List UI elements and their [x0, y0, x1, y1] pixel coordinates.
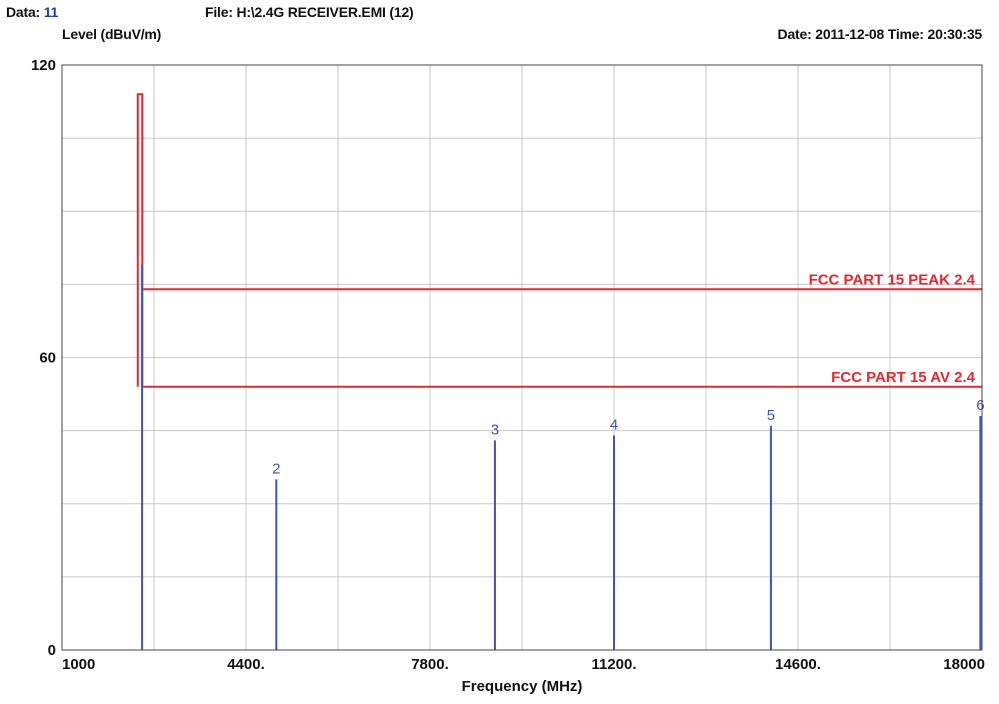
y-tick-label: 60: [39, 350, 56, 367]
limit-lines: FCC PART 15 PEAK 2.4 FCC PART 15 AV 2.4: [142, 271, 982, 388]
y-tick-label: 120: [31, 57, 56, 74]
file-name: File: H:\2.4G RECEIVER.EMI (12): [205, 4, 414, 20]
date-time-stamp: Date: 2011-12-08 Time: 20:30:35: [777, 26, 983, 42]
x-tick-label: 11200.: [591, 656, 636, 673]
marker-label: 4: [610, 417, 618, 434]
marker-label: 6: [976, 397, 984, 414]
fundamental-trace: [136, 93, 144, 387]
marker-label: 3: [491, 421, 499, 438]
plot-frame: [61, 64, 983, 651]
data-number: Data: 11: [6, 4, 58, 20]
x-tick-label: 7800.: [411, 656, 449, 673]
marker-label: 2: [272, 460, 280, 477]
limit-line-label: FCC PART 15 PEAK 2.4: [809, 271, 976, 288]
data-value: 11: [43, 4, 59, 20]
y-tick-labels: 0 60 120: [31, 57, 56, 659]
y-tick-label: 0: [48, 642, 56, 659]
x-tick-label: 4400.: [227, 656, 265, 673]
data-label: Data:: [6, 4, 41, 20]
x-tick-labels: 1000 4400. 7800. 11200. 14600. 18000: [62, 656, 985, 673]
marker-lines: 2 3 4 5 6: [141, 264, 985, 650]
fundamental-spike: [136, 93, 144, 387]
x-tick-label: 14600.: [775, 656, 821, 673]
marker-label: 5: [767, 407, 775, 424]
x-axis-title: Frequency (MHz): [462, 678, 583, 695]
level-unit-label: Level (dBuV/m): [62, 26, 162, 42]
limit-line-label: FCC PART 15 AV 2.4: [831, 369, 976, 386]
x-tick-label: 18000: [943, 656, 985, 673]
x-tick-label: 1000: [62, 656, 95, 673]
grid: [62, 65, 982, 650]
